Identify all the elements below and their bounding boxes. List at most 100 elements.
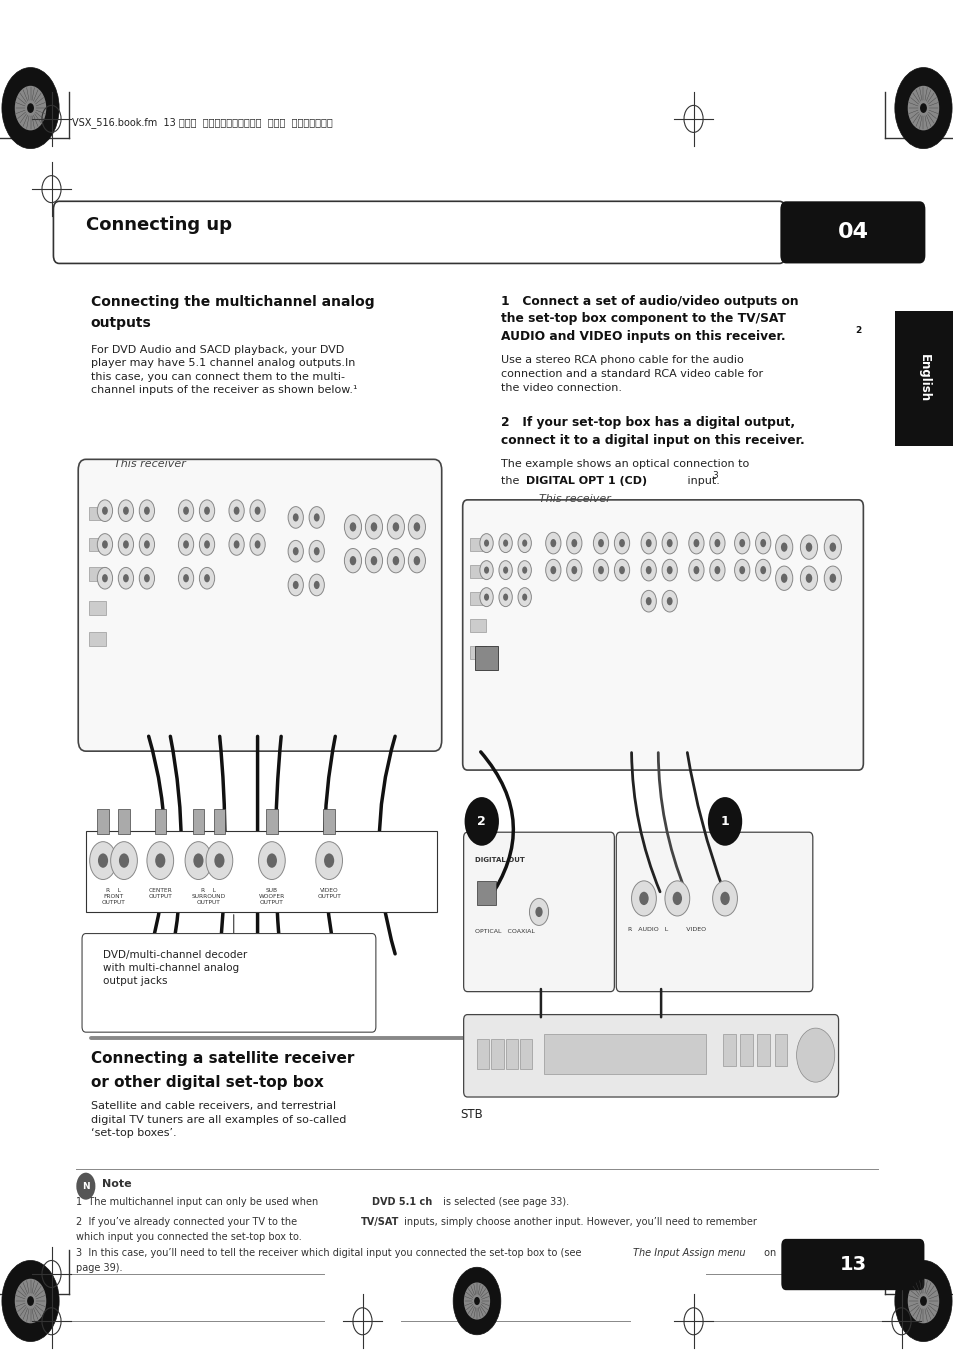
Circle shape <box>365 515 382 539</box>
Text: 2: 2 <box>476 815 486 828</box>
Circle shape <box>314 547 319 555</box>
Bar <box>774 1034 786 1066</box>
Circle shape <box>250 534 265 555</box>
Circle shape <box>714 566 720 574</box>
Text: English: English <box>917 354 930 403</box>
Circle shape <box>645 566 651 574</box>
Circle shape <box>666 539 672 547</box>
Circle shape <box>185 842 212 880</box>
Circle shape <box>693 539 699 547</box>
Circle shape <box>2 1260 59 1342</box>
Circle shape <box>529 898 548 925</box>
Circle shape <box>118 567 133 589</box>
Circle shape <box>254 507 260 515</box>
Text: 3  In this case, you’ll need to tell the receiver which digital input you connec: 3 In this case, you’ll need to tell the … <box>76 1248 584 1258</box>
Bar <box>323 809 335 834</box>
Circle shape <box>199 500 214 521</box>
Bar <box>470 538 485 551</box>
Circle shape <box>598 539 603 547</box>
Bar <box>894 311 953 446</box>
Circle shape <box>498 588 512 607</box>
Circle shape <box>453 1267 500 1335</box>
Circle shape <box>614 532 629 554</box>
Circle shape <box>688 532 703 554</box>
Circle shape <box>344 549 361 573</box>
Circle shape <box>709 532 724 554</box>
Circle shape <box>15 86 47 131</box>
Circle shape <box>414 557 419 565</box>
Text: VSX_516.book.fm  13 ページ  ２００６年２月２１日  火曜日  午後４晎５２分: VSX_516.book.fm 13 ページ ２００６年２月２１日 火曜日 午後… <box>71 118 332 128</box>
Circle shape <box>371 523 376 531</box>
Text: R    L
SURROUND
OUTPUT: R L SURROUND OUTPUT <box>192 888 226 905</box>
Circle shape <box>229 534 244 555</box>
Text: 2   If your set-top box has a digital output,: 2 If your set-top box has a digital outp… <box>500 416 794 430</box>
Circle shape <box>800 535 817 559</box>
Circle shape <box>775 566 792 590</box>
Circle shape <box>97 500 112 521</box>
Text: En: En <box>846 1273 858 1282</box>
Circle shape <box>324 854 334 867</box>
Circle shape <box>309 540 324 562</box>
Circle shape <box>27 103 34 113</box>
Text: For DVD Audio and SACD playback, your DVD
player may have 5.1 channel analog out: For DVD Audio and SACD playback, your DV… <box>91 345 356 396</box>
Circle shape <box>414 523 419 531</box>
Text: page 39).: page 39). <box>76 1263 123 1273</box>
Circle shape <box>535 907 542 917</box>
Circle shape <box>906 86 938 131</box>
Circle shape <box>517 534 531 553</box>
Circle shape <box>823 535 841 559</box>
Text: This receiver: This receiver <box>538 494 610 504</box>
Circle shape <box>102 540 108 549</box>
Circle shape <box>258 842 285 880</box>
Circle shape <box>805 574 811 582</box>
FancyBboxPatch shape <box>781 1239 923 1290</box>
Text: The Input Assign menu: The Input Assign menu <box>632 1248 744 1258</box>
Text: input.: input. <box>683 476 720 485</box>
Circle shape <box>206 842 233 880</box>
Circle shape <box>521 539 527 547</box>
Bar <box>470 592 485 605</box>
Text: The example shows an optical connection to: The example shows an optical connection … <box>500 459 748 469</box>
Circle shape <box>144 507 150 515</box>
Circle shape <box>288 540 303 562</box>
Circle shape <box>408 549 425 573</box>
Circle shape <box>90 842 116 880</box>
FancyBboxPatch shape <box>616 832 812 992</box>
Circle shape <box>479 561 493 580</box>
Circle shape <box>293 513 298 521</box>
Circle shape <box>502 539 508 547</box>
Bar <box>118 809 130 834</box>
Circle shape <box>618 566 624 574</box>
Bar <box>154 809 166 834</box>
Bar <box>470 646 485 659</box>
Circle shape <box>350 523 355 531</box>
Circle shape <box>661 559 677 581</box>
Circle shape <box>760 539 765 547</box>
Circle shape <box>204 540 210 549</box>
Circle shape <box>293 581 298 589</box>
Circle shape <box>781 543 786 551</box>
Circle shape <box>521 593 527 601</box>
Circle shape <box>315 842 342 880</box>
Circle shape <box>498 534 512 553</box>
Circle shape <box>739 539 744 547</box>
Circle shape <box>204 507 210 515</box>
Circle shape <box>267 854 276 867</box>
Circle shape <box>118 500 133 521</box>
Text: SUB
WOOFER
OUTPUT: SUB WOOFER OUTPUT <box>258 888 285 905</box>
Circle shape <box>102 507 108 515</box>
Circle shape <box>144 574 150 582</box>
Text: 04: 04 <box>837 223 867 242</box>
Circle shape <box>566 532 581 554</box>
Circle shape <box>371 557 376 565</box>
Text: the: the <box>500 476 522 485</box>
Circle shape <box>631 881 656 916</box>
Circle shape <box>739 566 744 574</box>
Circle shape <box>614 559 629 581</box>
Bar <box>97 809 109 834</box>
Circle shape <box>139 567 154 589</box>
Circle shape <box>229 500 244 521</box>
Circle shape <box>350 557 355 565</box>
Circle shape <box>183 574 189 582</box>
FancyBboxPatch shape <box>780 201 924 263</box>
